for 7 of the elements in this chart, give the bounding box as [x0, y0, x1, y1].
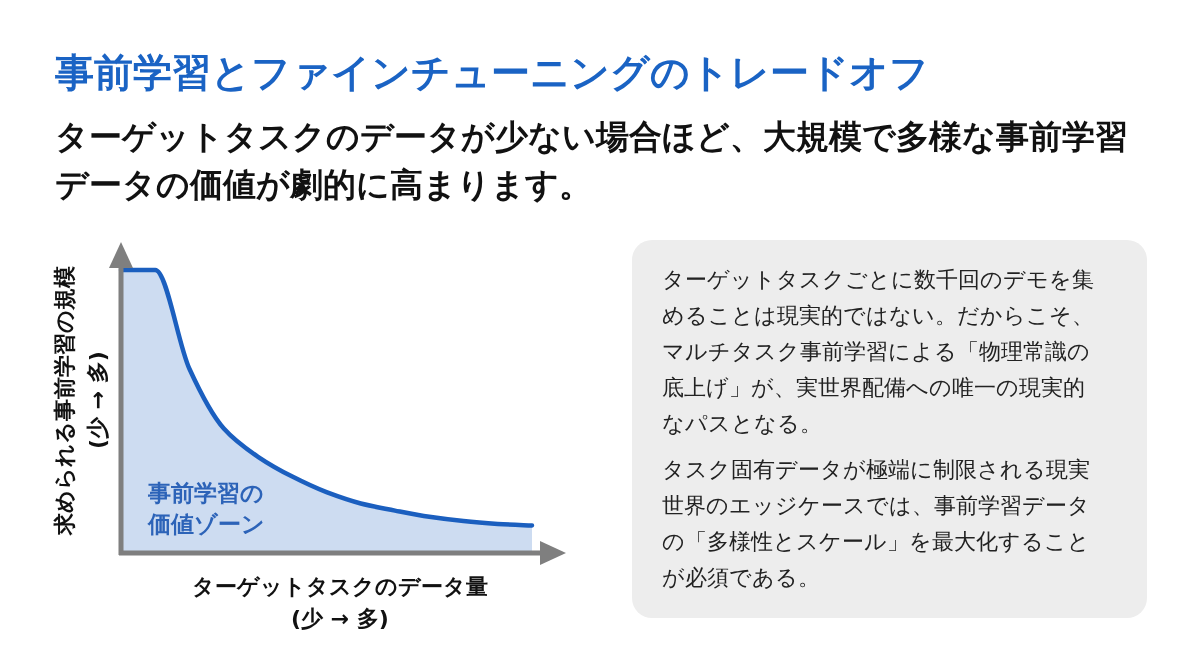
x-axis-title: ターゲットタスクのデータ量 (少 → 多) [192, 574, 488, 631]
text: ターゲットタスクごとに数千回のデモを集めることは現実的ではない。だからこそ、マルチタスク事前学習による「物理常識の底上げ」が、実世界配備への唯一の現実的なパスとなる。 [662, 266, 1095, 438]
chart-title: 事前学習とファインチューニングのトレードオフ [55, 49, 929, 97]
text: タスク固有データが極端に制限される現実世界のエッジケースでは、事前学習データの「多様性とスケール」を最大化することが必須である。 [662, 456, 1091, 592]
annotation: 事前学習の価値ゾーン [148, 479, 266, 539]
chart-subtitle: ターゲットタスクのデータが少ない場合ほど、大規模で多様な事前学習データの価値が劇的に高まります。 [55, 116, 1129, 206]
y-axis-title: 求められる事前学習の規模 (少 → 多) [52, 265, 110, 536]
